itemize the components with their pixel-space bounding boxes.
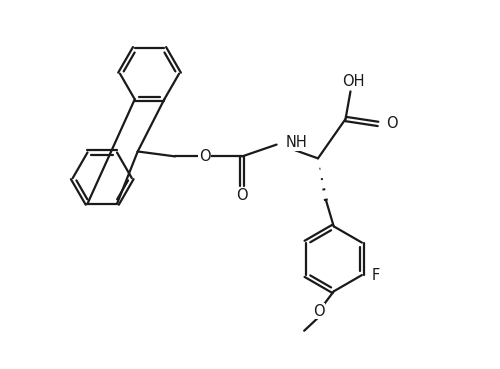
Text: O: O — [199, 149, 210, 164]
Text: O: O — [386, 116, 398, 131]
Text: F: F — [372, 268, 380, 283]
Text: OH: OH — [342, 74, 364, 89]
Text: O: O — [313, 304, 325, 318]
Text: NH: NH — [286, 135, 307, 150]
Text: O: O — [236, 188, 248, 203]
